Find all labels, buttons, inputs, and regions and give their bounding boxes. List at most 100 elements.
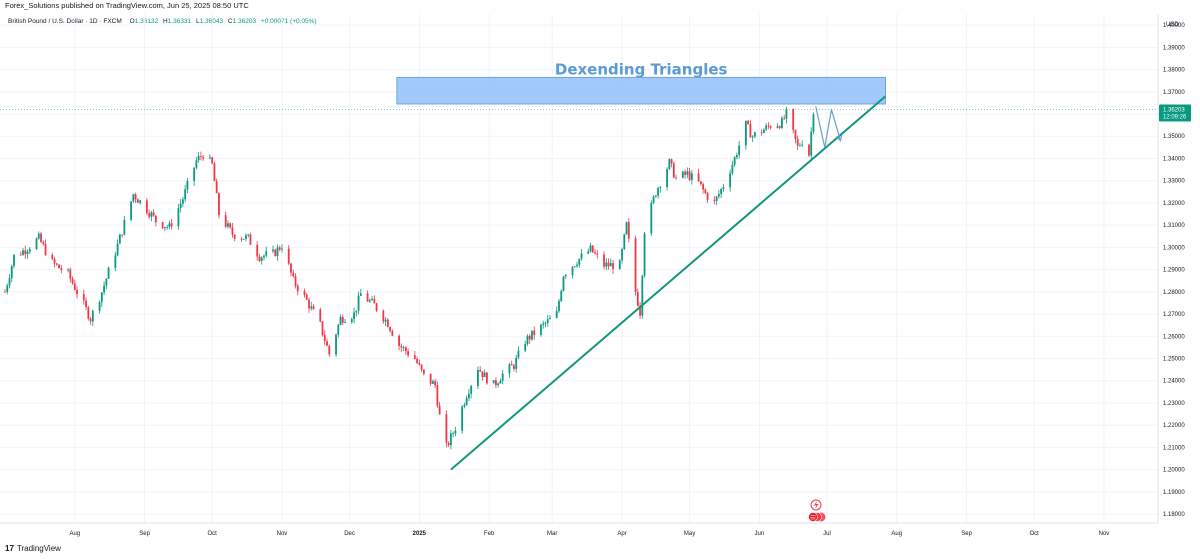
time-tick-label: Mar [547,531,557,537]
candle-body [163,227,166,229]
candle-body [785,109,788,119]
symbol-name[interactable]: British Pound / U.S. Dollar · 1D · FXCM [8,18,122,25]
candle-body [145,200,148,214]
candle-body [587,251,590,254]
currency-label: USD [1166,22,1179,28]
candle-body [731,164,734,174]
projection-arrow[interactable] [815,106,842,148]
candle-body [386,319,389,328]
candle-body [85,300,87,308]
time-tick-label: Aug [891,531,902,537]
price-tick-label: 1.32000 [1163,201,1185,207]
candle-body [281,248,283,250]
candle-body [808,144,810,156]
price-change: +0.00071 (+0.05%) [260,18,317,25]
candle-body [339,316,342,325]
candle-body [26,251,29,255]
price-axis[interactable]: 1.400001.390001.380001.370001.360001.350… [1163,23,1185,518]
candle-body [699,181,702,185]
candle-body [353,312,355,319]
price-badge-countdown: 12:09:26 [1163,115,1187,121]
candle-body [733,157,736,165]
candle-body [321,321,324,335]
candle-body [67,269,69,271]
price-tick-label: 1.35000 [1163,134,1185,140]
candle-body [202,156,205,159]
candle-body [130,201,133,220]
price-tick-label: 1.24000 [1163,379,1185,385]
candle-body [53,259,56,264]
candle-body [495,380,497,386]
candle-body [571,266,574,276]
trendline[interactable] [450,95,887,471]
candle-body [528,335,531,340]
candle-body [794,129,797,139]
candle-body [391,330,394,336]
low-label: L [195,18,200,25]
price-tick-label: 1.21000 [1163,445,1185,451]
candle-body [91,310,94,322]
candle-body [224,215,227,227]
candle-body [422,369,425,374]
candle-body [688,171,691,180]
candle-body [697,173,700,182]
candle-body [274,249,277,256]
candle-body [483,372,486,378]
candle-body [231,227,234,235]
candle-body [481,371,484,378]
resistance-zone[interactable] [396,76,886,105]
candle-body [407,351,409,356]
candle-body [256,244,259,257]
candle-body [303,291,306,295]
candle-body [148,213,151,217]
candle-body [445,414,448,443]
ohlc-low: L1.36043 [196,18,223,25]
candle-body [368,300,371,302]
price-badge-value: 1.36203 [1163,108,1185,114]
candle-body [720,188,723,194]
candle-body [118,234,121,244]
candle-body [319,309,322,322]
candle-body [722,187,725,189]
candle-body [526,335,529,344]
candle-body [760,132,763,134]
price-tick-label: 1.37000 [1163,90,1185,96]
candle-body [420,364,423,370]
event-icons[interactable] [808,499,826,522]
candle-body [555,311,558,318]
candle-body [549,317,551,320]
candle-body [510,364,513,366]
ohlc-close: C1.36203 [228,18,256,25]
candle-body [154,215,157,223]
candle-body [184,189,187,200]
price-tick-label: 1.25000 [1163,357,1185,363]
candle-body [429,373,432,384]
candle-body [517,350,520,358]
candle-body [618,260,621,270]
price-tick-label: 1.29000 [1163,268,1185,274]
price-tick-label: 1.22000 [1163,423,1185,429]
time-tick-label: Aug [69,531,80,537]
flag-icon[interactable] [808,512,818,522]
candle-body [150,212,153,217]
time-tick-label: May [684,531,695,537]
candle-body [623,234,626,249]
candle-body [87,307,90,319]
price-tick-label: 1.18000 [1163,512,1185,518]
candle-body [265,251,268,256]
time-axis[interactable]: Aug Sep Oct Nov Dec 2025 Feb Mar Apr May Jun Jul Aug… [69,531,1109,537]
candle-body [783,118,786,120]
candle-body [625,222,628,235]
candle-body [308,299,310,309]
candle-body [209,157,211,159]
tradingview-mark-icon: 17 [5,544,14,553]
ohlc-high: H1.36331 [163,18,191,25]
candle-body [60,268,63,271]
candle-body [22,250,24,255]
tradingview-logo[interactable]: 17 TradingView [5,544,61,553]
candle-body [729,173,732,188]
candle-body [170,223,173,227]
candle-body [713,199,716,201]
candle-body [71,278,74,284]
